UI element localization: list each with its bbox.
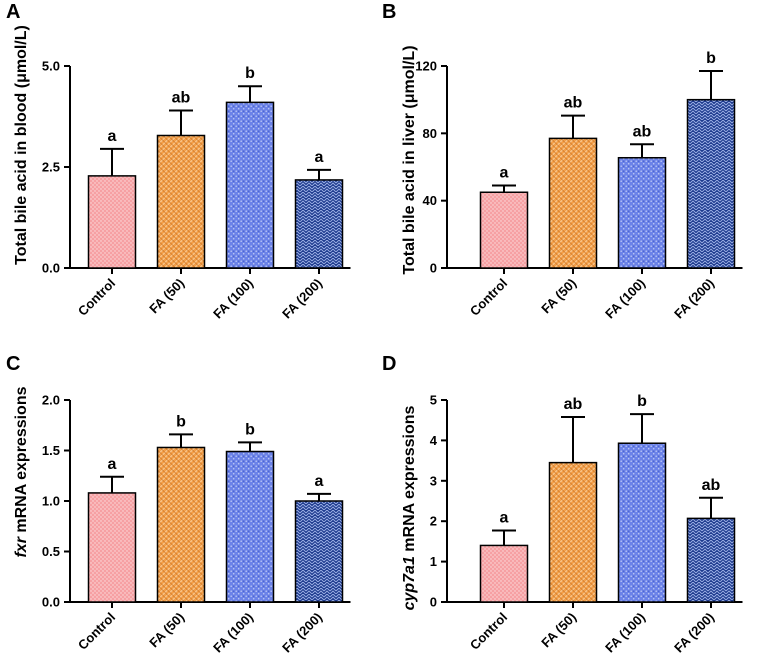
- bar-control: [87, 492, 137, 603]
- significance-label: ab: [564, 95, 583, 112]
- significance-label: a: [315, 149, 324, 166]
- y-tick-label: 80: [423, 126, 437, 141]
- bar-control: [87, 175, 137, 269]
- y-tick-label: 1.0: [42, 494, 60, 509]
- significance-label: a: [108, 128, 117, 145]
- bar-control: [479, 191, 529, 269]
- bar-fa50: [156, 134, 206, 269]
- bar-fa100: [617, 442, 667, 603]
- bar-fa200: [686, 517, 736, 603]
- significance-label: ab: [564, 396, 583, 413]
- y-tick-label: 40: [423, 193, 437, 208]
- panel-a: A Total bile acid in blood (μmol/L) 0.0 2.5…: [6, 1, 351, 322]
- x-tick-label: FA (100): [210, 276, 256, 322]
- significance-label: a: [108, 456, 117, 473]
- y-tick-label: 3: [430, 473, 437, 488]
- significance-label: b: [176, 413, 186, 430]
- x-tick-label: Control: [75, 276, 118, 319]
- x-tick-label: FA (200): [671, 610, 717, 656]
- bar-fa200: [294, 500, 344, 603]
- y-tick-label: 4: [430, 433, 438, 448]
- y-tick-label: 1.5: [42, 443, 60, 458]
- y-tick-label: 120: [415, 59, 437, 74]
- y-axis-title: Total bile acid in blood (μmol/L): [13, 25, 30, 265]
- bar-fa200: [686, 98, 736, 269]
- x-tick-label: FA (100): [602, 610, 648, 656]
- significance-label: a: [500, 165, 509, 182]
- panel-letter: B: [382, 1, 396, 23]
- y-tick-label: 5: [430, 393, 437, 408]
- x-tick-label: Control: [467, 276, 510, 319]
- significance-label: b: [706, 50, 716, 67]
- bar-fa200: [294, 179, 344, 269]
- bar-fa50: [548, 461, 598, 603]
- bar-control: [479, 544, 529, 603]
- significance-label: ab: [172, 89, 191, 106]
- y-tick-label: 2.5: [42, 160, 60, 175]
- y-tick-label: 0: [430, 261, 437, 276]
- x-tick-label: FA (200): [671, 276, 717, 322]
- bar-fa50: [156, 446, 206, 603]
- significance-label: ab: [702, 477, 721, 494]
- bar-fa100: [225, 450, 275, 603]
- y-tick-label: 0.0: [42, 595, 60, 610]
- panel-letter: A: [6, 1, 20, 23]
- y-tick-label: 1: [430, 554, 437, 569]
- x-tick-label: Control: [467, 610, 510, 653]
- significance-label: a: [315, 473, 324, 490]
- y-axis-title: Total bile acid in liver (μmol/L): [401, 45, 418, 274]
- x-tick-label: FA (50): [538, 276, 579, 317]
- y-tick-label: 2: [430, 514, 437, 529]
- x-tick-label: FA (50): [146, 610, 187, 651]
- panel-letter: D: [382, 353, 396, 375]
- y-tick-label: 5.0: [42, 59, 60, 74]
- x-tick-label: Control: [75, 610, 118, 653]
- y-tick-label: 0.5: [42, 544, 60, 559]
- bar-fa100: [225, 101, 275, 269]
- significance-label: b: [245, 421, 255, 438]
- y-axis-title: fxr mRNA expressions: [13, 386, 30, 557]
- panel-letter: C: [6, 353, 20, 375]
- y-tick-label: 2.0: [42, 393, 60, 408]
- significance-label: a: [500, 509, 509, 526]
- significance-label: b: [637, 393, 647, 410]
- x-tick-label: FA (200): [279, 610, 325, 656]
- x-tick-label: FA (100): [602, 276, 648, 322]
- significance-label: b: [245, 65, 255, 82]
- bar-fa100: [617, 156, 667, 269]
- y-tick-label: 0: [430, 595, 437, 610]
- x-tick-label: FA (50): [146, 276, 187, 317]
- x-tick-label: FA (100): [210, 610, 256, 656]
- y-axis-title: cyp7a1 mRNA expressions: [401, 405, 418, 610]
- x-tick-label: FA (200): [279, 276, 325, 322]
- panel-b: B Total bile acid in liver (μmol/L) 0 40 80 1…: [382, 1, 743, 322]
- bar-fa50: [548, 137, 598, 269]
- significance-label: ab: [633, 123, 652, 140]
- y-tick-label: 0.0: [42, 261, 60, 276]
- x-tick-label: FA (50): [538, 610, 579, 651]
